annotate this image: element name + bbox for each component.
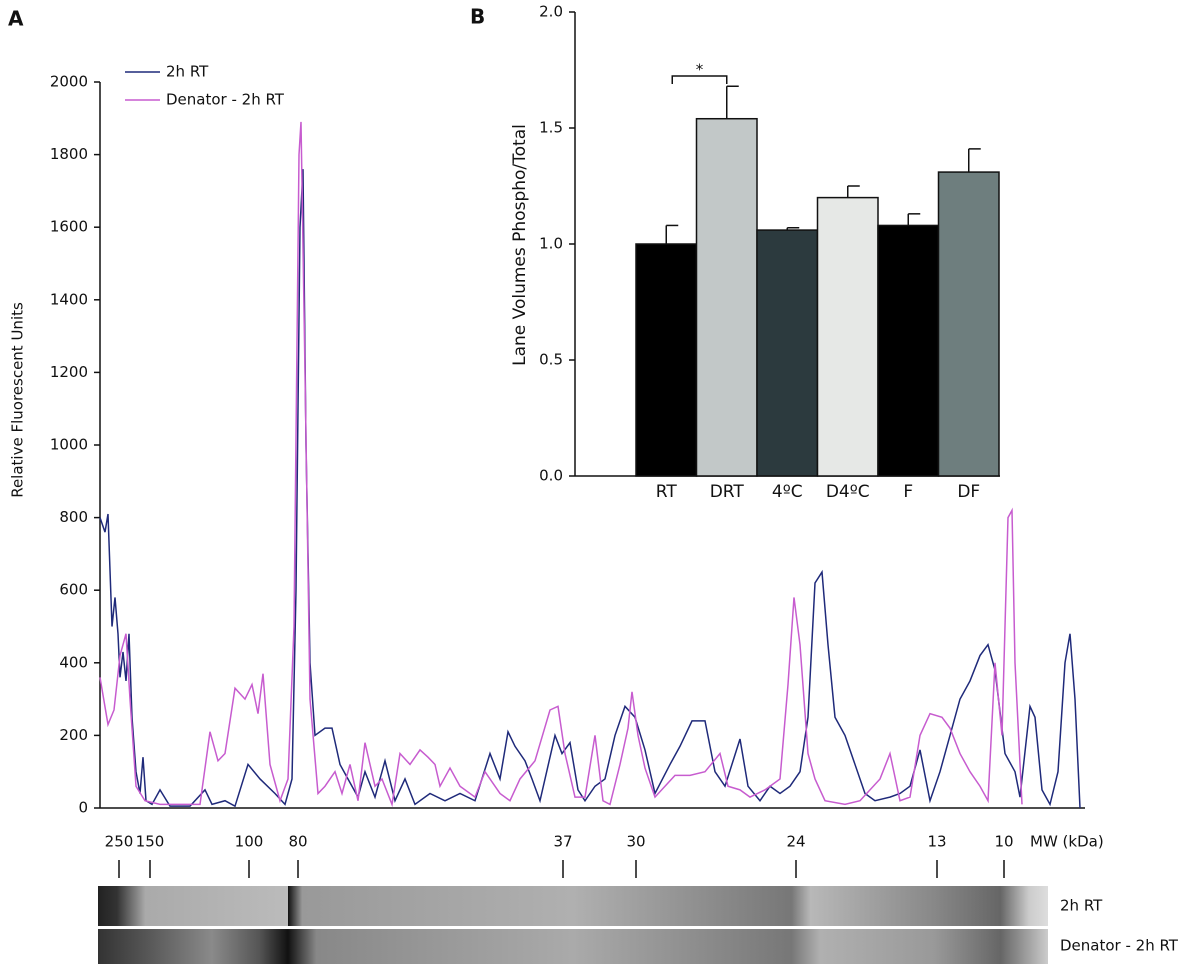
panel-label: A	[8, 7, 24, 31]
bar	[816, 196, 879, 477]
legend-label: 2h RT	[166, 63, 209, 81]
gel-lane	[98, 929, 1048, 964]
y-tick-label: 1600	[50, 218, 88, 236]
bar	[635, 243, 698, 477]
series-line	[99, 169, 1081, 809]
legend-label: Denator - 2h RT	[166, 91, 285, 109]
x-tick-label: 250	[105, 833, 134, 851]
x-tick-label: DRT	[710, 482, 745, 502]
y-tick-label: 800	[59, 508, 88, 526]
panel-label: B	[470, 5, 485, 29]
x-tick-label: 24	[786, 833, 805, 851]
x-tick-label: 4ºC	[772, 482, 803, 502]
y-tick-label: 0.0	[539, 467, 563, 485]
x-tick-label: 30	[626, 833, 645, 851]
x-tick-label: 37	[553, 833, 572, 851]
y-axis-label: Lane Volumes Phospho/Total	[510, 124, 530, 366]
x-tick-label: D4ºC	[826, 482, 870, 502]
x-tick-label: 80	[288, 833, 307, 851]
y-tick-label: 2000	[50, 73, 88, 91]
y-tick-label: 0	[78, 799, 88, 817]
gel-lane-label: 2h RT	[1060, 897, 1103, 915]
y-tick-label: 1.0	[539, 235, 563, 253]
x-tick-label: DF	[957, 482, 980, 502]
x-tick-label: 150	[136, 833, 165, 851]
y-tick-label: 0.5	[539, 351, 563, 369]
y-tick-label: 600	[59, 581, 88, 599]
x-tick-label: RT	[656, 482, 678, 502]
bar	[756, 229, 819, 477]
y-tick-label: 400	[59, 653, 88, 671]
x-tick-label: 100	[235, 833, 264, 851]
y-tick-label: 1800	[50, 145, 88, 163]
series-line	[99, 121, 1023, 808]
y-tick-label: 1400	[50, 290, 88, 308]
gel-lane-label: Denator - 2h RT	[1060, 937, 1179, 955]
bar	[877, 224, 940, 477]
significance-label: *	[696, 61, 704, 79]
significance-bracket	[671, 75, 728, 84]
x-tick-label: F	[903, 482, 913, 502]
y-tick-label: 1200	[50, 363, 88, 381]
x-tick-label: 10	[994, 833, 1013, 851]
bar	[937, 171, 1000, 477]
y-axis-label: Relative Fluorescent Units	[9, 302, 27, 498]
gel-lane	[98, 886, 1048, 926]
y-tick-label: 1.5	[539, 119, 563, 137]
x-tick-label: 13	[927, 833, 946, 851]
y-tick-label: 2.0	[539, 3, 563, 21]
y-tick-label: 200	[59, 726, 88, 744]
bar	[695, 117, 758, 477]
y-tick-label: 1000	[50, 436, 88, 454]
x-axis-label: MW (kDa)	[1030, 833, 1104, 851]
